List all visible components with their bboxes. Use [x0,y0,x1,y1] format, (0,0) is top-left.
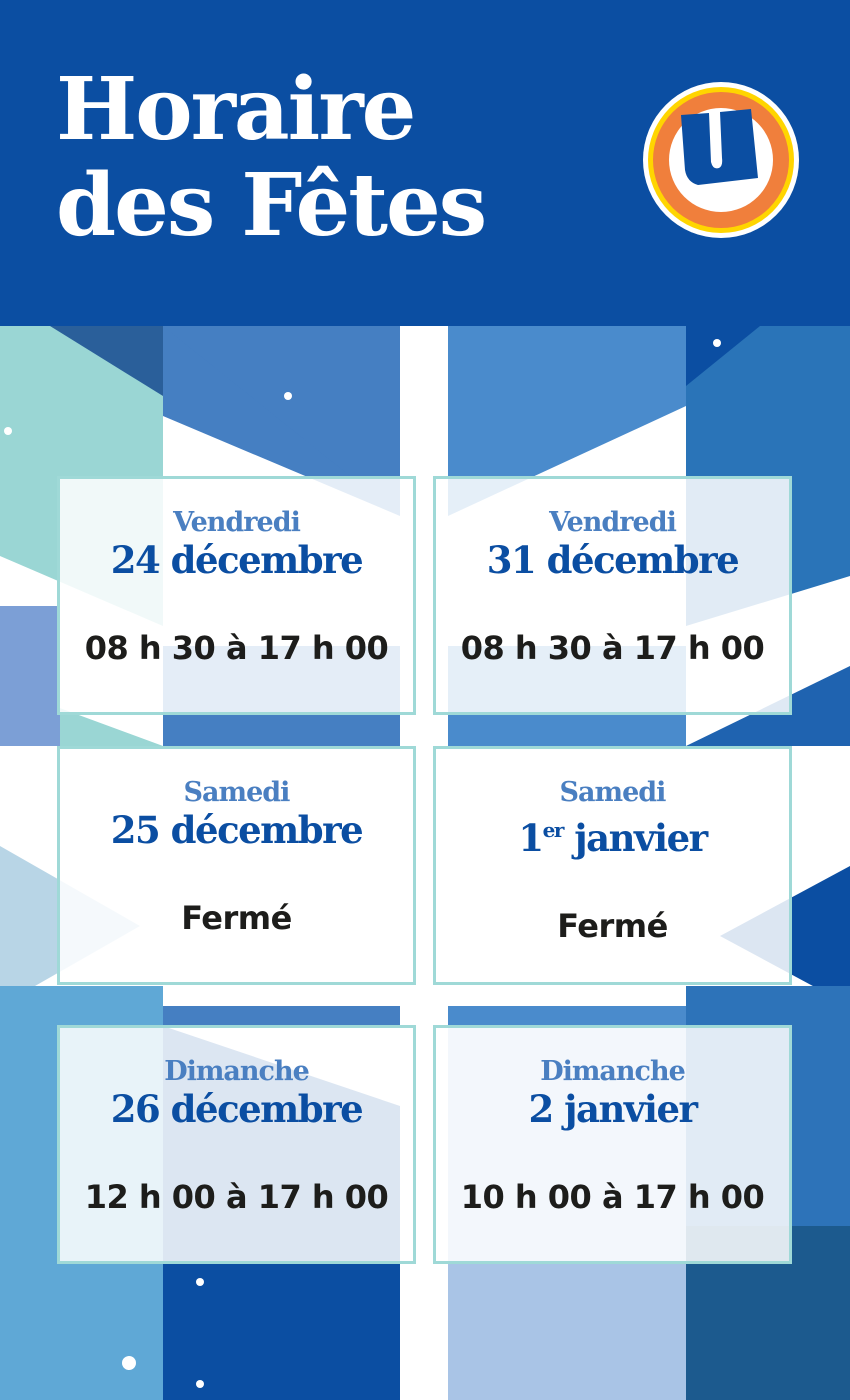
date-month: janvier [562,816,708,860]
date-label: 24 décembre [110,538,364,582]
u-logo-icon [643,82,799,238]
day-label: Dimanche [540,1056,686,1087]
day-label: Vendredi [173,507,301,538]
hours-label: 08 h 30 à 17 h 00 [84,629,389,667]
schedule-card-jan-2: Dimanche 2 janvier 10 h 00 à 17 h 00 [433,1025,792,1264]
hours-label: 12 h 00 à 17 h 00 [84,1178,389,1216]
schedule-card-jan-1: Samedi 1er janvier Fermé [433,746,792,985]
schedule-card-dec-26: Dimanche 26 décembre 12 h 00 à 17 h 00 [57,1025,416,1264]
schedule-card-dec-24: Vendredi 24 décembre 08 h 30 à 17 h 00 [57,476,416,715]
header: Horaire des Fêtes [0,0,850,326]
date-number: 1 [518,816,544,860]
day-label: Vendredi [549,507,677,538]
day-label: Samedi [559,777,667,808]
date-label: 26 décembre [110,1087,364,1131]
date-label: 25 décembre [110,808,364,852]
hours-label: Fermé [557,907,668,945]
schedule-card-dec-25: Samedi 25 décembre Fermé [57,746,416,985]
hours-label: Fermé [181,899,292,937]
hours-label: 08 h 30 à 17 h 00 [460,629,765,667]
day-label: Samedi [183,777,291,808]
title-line-1: Horaire [56,59,416,160]
date-label: 1er janvier [436,809,789,859]
hours-label: 10 h 00 à 17 h 00 [460,1178,765,1216]
page-title: Horaire des Fêtes [56,59,487,256]
date-label: 2 janvier [528,1087,698,1131]
title-line-2: des Fêtes [56,155,487,256]
schedule-card-dec-31: Vendredi 31 décembre 08 h 30 à 17 h 00 [433,476,792,715]
date-label: 31 décembre [486,538,740,582]
day-label: Dimanche [164,1056,310,1087]
date-ordinal: er [542,818,565,842]
